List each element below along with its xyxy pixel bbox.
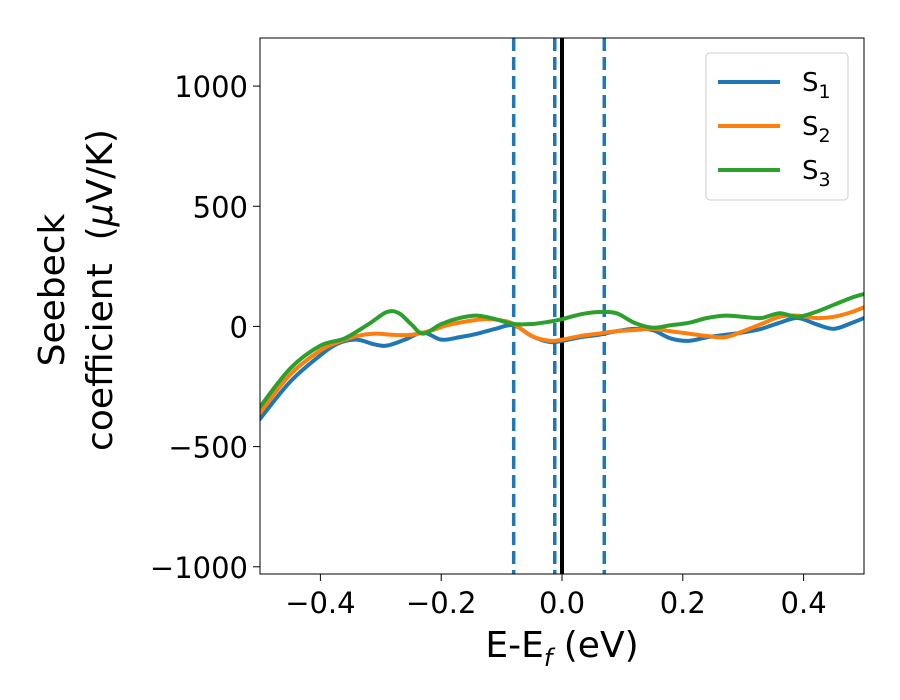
legend-label-s3: S3 (802, 156, 831, 191)
legend-label-main: S (802, 112, 819, 142)
series-line-s2 (260, 305, 864, 415)
legend-label-sub: 2 (819, 125, 831, 147)
series-layer (260, 291, 864, 421)
y-tick-label: −1000 (150, 551, 248, 585)
y-axis-label-unit: V/K) (80, 129, 121, 203)
legend-label-sub: 3 (819, 169, 831, 191)
y-axis-label: Seebeck coefficient (μV/K) (32, 129, 121, 451)
vertical-line-layer (511, 38, 607, 574)
legend-label-main: S (802, 68, 819, 98)
legend-label-sub: 1 (819, 81, 831, 103)
legend-label-main: S (802, 156, 819, 186)
tick-layer: −0.4 −0.2 0.0 0.2 0.4 1000 500 0 −500 −1000 (150, 70, 827, 620)
y-axis-label-mu: μ (80, 203, 121, 227)
x-tick-label: 0.2 (660, 586, 706, 620)
y-axis-label-line2: coefficient (μV/K) (80, 129, 121, 451)
y-axis-label-line2-text: coefficient ( (80, 226, 121, 451)
y-tick-label: 1000 (174, 70, 248, 104)
x-axis-label: E-Ef (eV) (485, 625, 638, 672)
y-axis-label-line1: Seebeck (32, 213, 73, 366)
x-tick-label: 0.4 (781, 586, 827, 620)
series-line-s3 (260, 291, 864, 409)
x-tick-label: −0.4 (285, 586, 355, 620)
y-tick-label: −500 (168, 431, 248, 465)
y-tick-label: 500 (193, 190, 248, 224)
x-tick-label: 0.0 (539, 586, 585, 620)
x-axis-label-tail: (eV) (552, 625, 638, 666)
y-tick-label: 0 (230, 310, 248, 344)
x-axis-label-main: E-E (485, 625, 543, 666)
legend-label-s1: S1 (802, 68, 831, 103)
x-tick-label: −0.2 (406, 586, 476, 620)
legend-label-s2: S2 (802, 112, 831, 147)
